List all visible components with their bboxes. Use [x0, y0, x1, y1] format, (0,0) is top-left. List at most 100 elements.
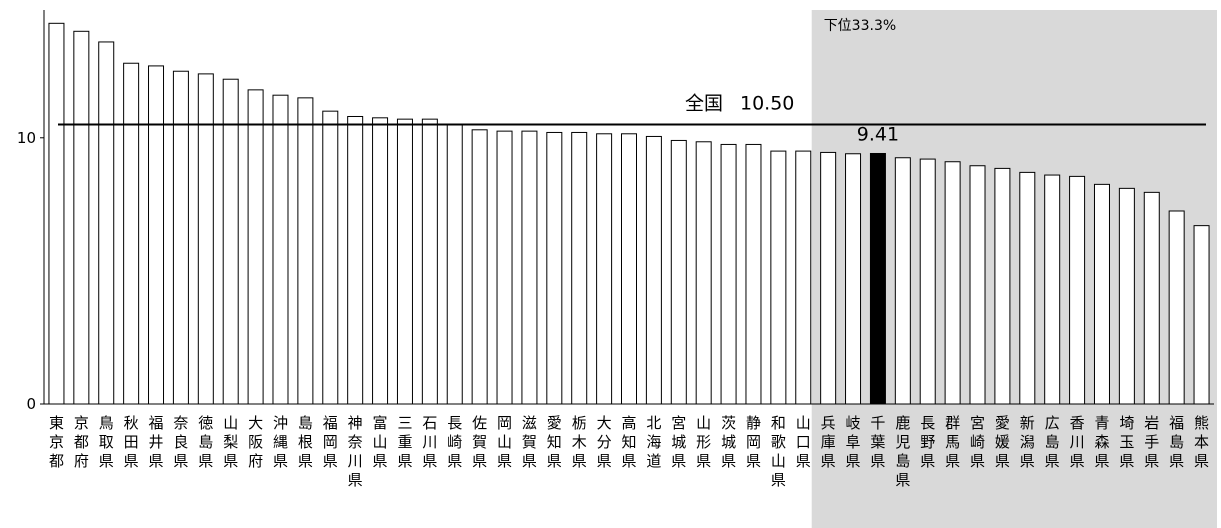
category-label: 岐阜県	[846, 414, 861, 470]
category-label: 大分県	[597, 414, 612, 470]
bar	[247, 89, 264, 405]
category-label: 山形県	[696, 414, 711, 470]
category-label: 徳島県	[198, 414, 213, 470]
category-label: 石川県	[422, 414, 437, 470]
bar	[421, 118, 438, 405]
bar	[546, 131, 563, 405]
bar	[994, 167, 1011, 405]
category-label: 滋賀県	[522, 414, 537, 470]
bar	[496, 130, 513, 405]
category-label: 山口県	[796, 414, 811, 470]
category-label: 青森県	[1094, 414, 1109, 470]
bar	[48, 22, 65, 405]
bar	[919, 158, 936, 405]
category-label: 茨城県	[721, 414, 736, 470]
category-label: 沖縄県	[273, 414, 288, 470]
bar	[347, 115, 364, 405]
shaded-region-label: 下位33.3%	[824, 18, 896, 34]
category-label: 長野県	[920, 414, 935, 470]
bar	[695, 141, 712, 405]
category-label: 栃木県	[572, 414, 587, 470]
category-label: 神奈川県	[348, 414, 363, 489]
bar	[795, 150, 812, 405]
bar	[845, 153, 862, 405]
category-label: 福岡県	[323, 414, 338, 470]
bar	[571, 131, 588, 405]
bar	[1143, 191, 1160, 405]
bar	[1019, 171, 1036, 405]
category-label: 鹿児島県	[895, 414, 910, 489]
bar	[1118, 187, 1135, 405]
category-label: 山梨県	[223, 414, 238, 470]
bar	[1069, 175, 1086, 405]
bar	[98, 41, 115, 405]
reference-line-label: 全国	[685, 92, 723, 114]
category-label: 京都府	[74, 414, 89, 470]
category-label: 宮城県	[671, 414, 686, 470]
category-label: 群馬県	[945, 414, 960, 470]
bar	[944, 161, 961, 405]
bar	[396, 118, 413, 405]
y-ticks-group: 0 10	[17, 129, 44, 413]
category-label: 埼玉県	[1119, 414, 1134, 470]
bar	[596, 133, 613, 405]
y-tick-label: 0	[26, 395, 36, 413]
bar	[820, 151, 837, 405]
category-label: 長崎県	[447, 414, 462, 470]
category-label: 鳥取県	[99, 414, 114, 470]
category-label: 北海道	[646, 414, 661, 470]
bar	[222, 78, 239, 405]
bar	[172, 70, 189, 405]
category-label: 東京都	[49, 414, 64, 470]
bar	[123, 62, 140, 405]
bar	[720, 143, 737, 405]
category-label: 大阪府	[248, 414, 263, 470]
bar	[197, 73, 214, 405]
bar	[621, 133, 637, 405]
bar	[670, 139, 687, 405]
category-label: 岩手県	[1144, 414, 1159, 470]
bar	[297, 97, 314, 405]
y-tick-label: 10	[17, 129, 36, 147]
category-label: 兵庫県	[821, 414, 836, 470]
bar	[521, 130, 538, 405]
category-label: 福井県	[149, 414, 164, 470]
bar	[272, 94, 289, 405]
category-label: 福島県	[1169, 414, 1184, 470]
bar	[322, 110, 339, 405]
category-label: 岡山県	[497, 414, 512, 470]
bar	[770, 150, 787, 405]
category-label: 千葉県	[870, 414, 885, 470]
category-label: 高知県	[621, 414, 636, 470]
category-label: 愛知県	[547, 414, 562, 470]
highlight-value-label: 9.41	[857, 123, 899, 145]
bar	[471, 129, 488, 405]
category-label: 広島県	[1045, 414, 1060, 470]
category-label: 宮崎県	[970, 414, 985, 470]
bar-highlight	[869, 152, 886, 405]
bar	[894, 157, 911, 405]
bar	[148, 65, 165, 405]
category-label: 佐賀県	[472, 414, 487, 470]
bar	[372, 117, 389, 405]
category-labels-group: 東京都京都府鳥取県秋田県福井県奈良県徳島県山梨県大阪府沖縄県島根県福岡県神奈川県…	[49, 414, 1209, 489]
bar	[1168, 210, 1185, 405]
bar	[1093, 183, 1110, 405]
bar	[73, 30, 90, 405]
bar	[645, 135, 662, 405]
bar	[446, 123, 463, 405]
category-label: 香川県	[1070, 414, 1085, 470]
bar	[1044, 174, 1061, 405]
category-label: 熊本県	[1194, 414, 1209, 470]
bar	[1193, 225, 1210, 405]
reference-line-value: 10.50	[740, 92, 794, 114]
category-label: 和歌山県	[771, 414, 786, 489]
category-label: 島根県	[298, 414, 313, 470]
category-label: 秋田県	[124, 414, 139, 470]
category-label: 奈良県	[173, 414, 188, 470]
category-label: 富山県	[373, 414, 388, 470]
category-label: 新潟県	[1020, 414, 1035, 470]
bar	[969, 165, 986, 405]
category-label: 三重県	[397, 414, 412, 470]
